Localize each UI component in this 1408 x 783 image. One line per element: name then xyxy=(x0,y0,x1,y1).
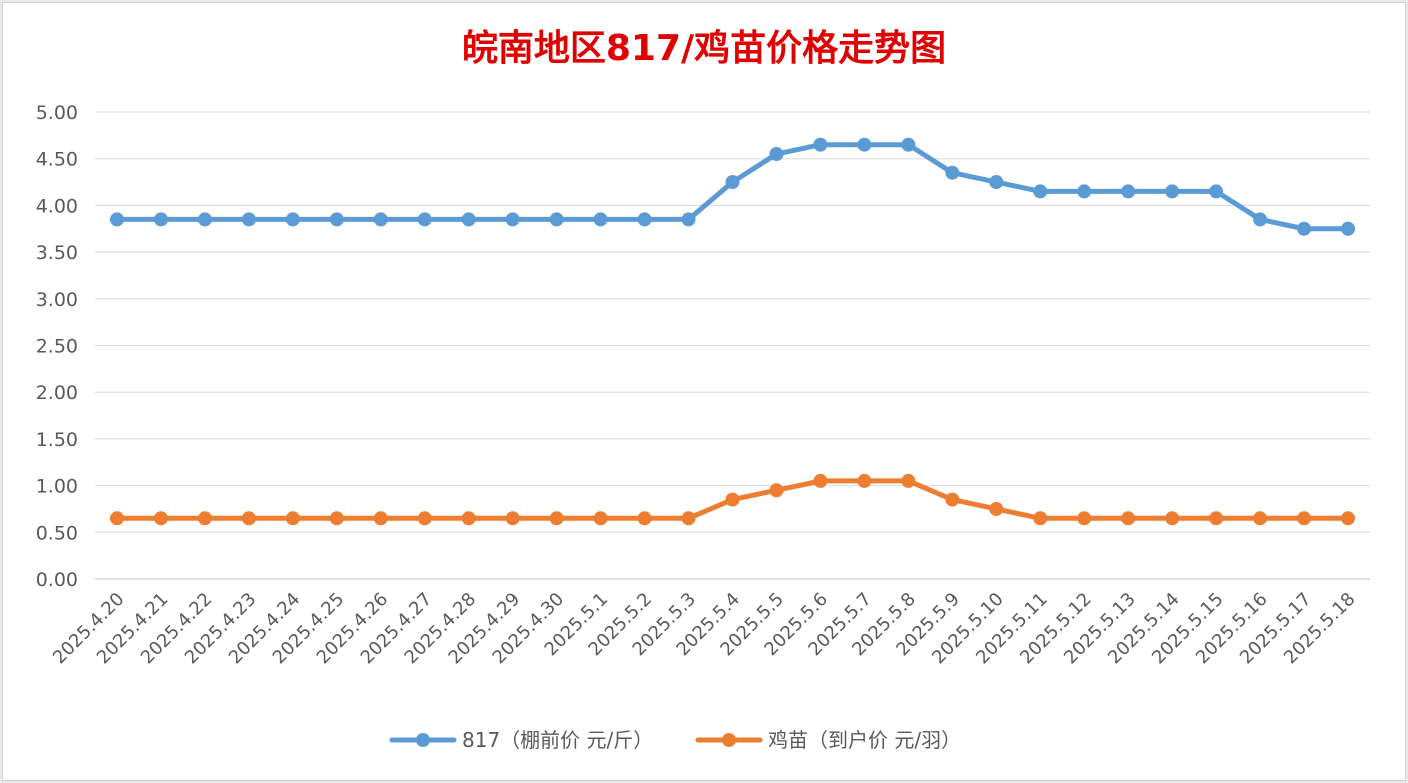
data-point-series-1 xyxy=(1297,221,1312,236)
data-point-series-2 xyxy=(1077,511,1092,526)
data-point-series-1 xyxy=(109,212,124,227)
data-point-series-2 xyxy=(197,511,212,526)
data-point-series-2 xyxy=(1165,511,1180,526)
data-point-series-2 xyxy=(989,501,1004,516)
y-tick-label: 4.00 xyxy=(36,195,78,217)
data-point-series-2 xyxy=(1253,511,1268,526)
data-point-series-2 xyxy=(1341,511,1356,526)
y-tick-label: 3.50 xyxy=(36,242,78,264)
legend-swatch-marker xyxy=(416,733,430,747)
legend-label: 817（棚前价 元/斤） xyxy=(462,728,653,752)
data-point-series-1 xyxy=(769,147,784,162)
y-tick-label: 2.50 xyxy=(36,336,78,358)
gridlines xyxy=(95,111,1370,580)
data-point-series-1 xyxy=(857,137,872,152)
data-point-series-1 xyxy=(1341,221,1356,236)
data-point-series-2 xyxy=(373,511,388,526)
legend-item-1[interactable]: 817（棚前价 元/斤） xyxy=(389,728,653,752)
data-point-series-2 xyxy=(857,473,872,488)
data-point-series-1 xyxy=(505,212,520,227)
data-point-series-1 xyxy=(1209,184,1224,199)
data-point-series-1 xyxy=(1121,184,1136,199)
data-point-series-1 xyxy=(417,212,432,227)
y-tick-label: 5.00 xyxy=(36,102,78,124)
data-point-series-2 xyxy=(1297,511,1312,526)
data-point-series-2 xyxy=(241,511,256,526)
data-point-series-2 xyxy=(285,511,300,526)
data-point-series-1 xyxy=(901,137,916,152)
data-point-series-2 xyxy=(813,473,828,488)
legend[interactable]: 817（棚前价 元/斤） 鸡苗（到户价 元/羽） xyxy=(389,728,961,752)
data-point-series-1 xyxy=(549,212,564,227)
data-point-series-2 xyxy=(549,511,564,526)
y-tick-label: 0.00 xyxy=(36,569,78,591)
data-point-series-2 xyxy=(593,511,608,526)
data-point-series-1 xyxy=(989,175,1004,190)
chart-title: 皖南地区817/鸡苗价格走势图 xyxy=(462,28,946,69)
data-point-series-2 xyxy=(769,483,784,498)
data-point-series-1 xyxy=(593,212,608,227)
y-tick-label: 2.00 xyxy=(36,382,78,404)
data-point-series-1 xyxy=(637,212,652,227)
series-group xyxy=(109,137,1356,526)
data-point-series-2 xyxy=(109,511,124,526)
data-point-series-1 xyxy=(725,175,740,190)
data-point-series-2 xyxy=(1121,511,1136,526)
data-point-series-2 xyxy=(153,511,168,526)
data-point-series-2 xyxy=(637,511,652,526)
data-point-series-1 xyxy=(153,212,168,227)
data-point-series-1 xyxy=(945,165,960,180)
data-point-series-2 xyxy=(461,511,476,526)
data-point-series-1 xyxy=(461,212,476,227)
data-point-series-1 xyxy=(1253,212,1268,227)
y-tick-label: 1.50 xyxy=(36,429,78,451)
data-point-series-2 xyxy=(329,511,344,526)
legend-label: 鸡苗（到户价 元/羽） xyxy=(768,728,961,752)
data-point-series-2 xyxy=(1033,511,1048,526)
legend-swatch-marker xyxy=(722,733,736,747)
data-point-series-1 xyxy=(1165,184,1180,199)
data-point-series-1 xyxy=(197,212,212,227)
data-point-series-2 xyxy=(681,511,696,526)
data-point-series-1 xyxy=(681,212,696,227)
y-tick-label: 4.50 xyxy=(36,149,78,171)
data-point-series-1 xyxy=(1033,184,1048,199)
data-point-series-2 xyxy=(901,473,916,488)
data-point-series-2 xyxy=(505,511,520,526)
y-tick-label: 3.00 xyxy=(36,289,78,311)
y-axis: 0.00 0.50 1.00 1.50 2.00 2.50 3.00 3.50 4.00 4.50… xyxy=(36,102,78,591)
data-point-series-2 xyxy=(417,511,432,526)
data-point-series-1 xyxy=(329,212,344,227)
data-point-series-1 xyxy=(241,212,256,227)
x-axis: 2025.4.202025.4.212025.4.222025.4.232025… xyxy=(49,589,1360,669)
data-point-series-1 xyxy=(285,212,300,227)
data-point-series-1 xyxy=(813,137,828,152)
data-point-series-2 xyxy=(945,492,960,507)
data-point-series-1 xyxy=(373,212,388,227)
data-point-series-2 xyxy=(1209,511,1224,526)
y-tick-label: 0.50 xyxy=(36,522,78,544)
data-point-series-2 xyxy=(725,492,740,507)
legend-item-2[interactable]: 鸡苗（到户价 元/羽） xyxy=(695,728,961,752)
y-tick-label: 1.00 xyxy=(36,476,78,498)
data-point-series-1 xyxy=(1077,184,1092,199)
